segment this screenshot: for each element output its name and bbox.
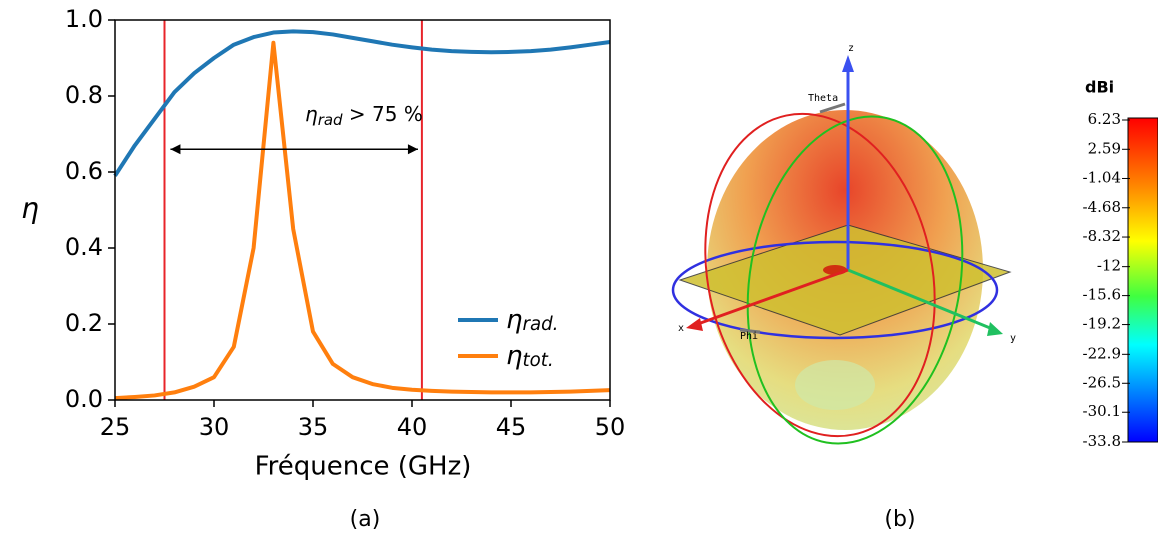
x-axis-label: Fréquence (GHz): [255, 452, 472, 482]
colorbar-tick-label: 6.23: [1088, 110, 1121, 128]
caption-a: (a): [350, 507, 381, 532]
annotation: ηrad > 75 %: [305, 102, 423, 129]
colorbar-tick-label: -33.8: [1083, 432, 1121, 450]
y-tick-label: 0.4: [65, 233, 103, 261]
x-tick-label: 25: [100, 413, 131, 441]
series-line: [113, 29, 611, 177]
colorbar-tick-label: -4.68: [1083, 198, 1121, 216]
x-tick-label: 35: [298, 413, 329, 441]
y-tick-label: 1.0: [65, 5, 103, 33]
x-label: x: [678, 323, 684, 334]
phi-label: Phi: [740, 331, 758, 342]
colorbar-tick-label: -30.1: [1083, 402, 1121, 420]
colorbar-tick-label: -15.6: [1083, 286, 1121, 304]
z-label: z: [848, 43, 854, 54]
colorbar-tick-label: -26.5: [1083, 373, 1121, 391]
radiation-pattern: [671, 55, 1158, 445]
series-line: [114, 40, 611, 401]
x-tick-label: 50: [595, 413, 626, 441]
x-tick-label: 45: [496, 413, 527, 441]
colorbar-tick-label: -22.9: [1083, 344, 1121, 362]
colorbar-tick-label: -1.04: [1083, 168, 1121, 186]
colorbar-tick-label: -12: [1097, 257, 1121, 275]
y-label: y: [1010, 333, 1016, 344]
colorbar-title: dBi: [1085, 78, 1114, 97]
y-tick-label: 0.0: [65, 385, 103, 413]
colorbar-tick-label: 2.59: [1088, 139, 1121, 157]
y-tick-label: 0.2: [65, 309, 103, 337]
y-axis-label: η: [21, 192, 39, 225]
colorbar-tick-label: -8.32: [1083, 227, 1121, 245]
y-tick-label: 0.8: [65, 81, 103, 109]
y-tick-label: 0.6: [65, 157, 103, 185]
x-tick-label: 40: [397, 413, 428, 441]
plot-frame: [114, 19, 611, 401]
colorbar-tick-label: -19.2: [1083, 315, 1121, 333]
x-tick-label: 30: [199, 413, 230, 441]
theta-label: Theta: [808, 93, 838, 104]
legend-entry: ηrad.: [506, 305, 558, 336]
legend-entry: ηtot.: [506, 341, 554, 372]
caption-b: (b): [884, 507, 915, 532]
